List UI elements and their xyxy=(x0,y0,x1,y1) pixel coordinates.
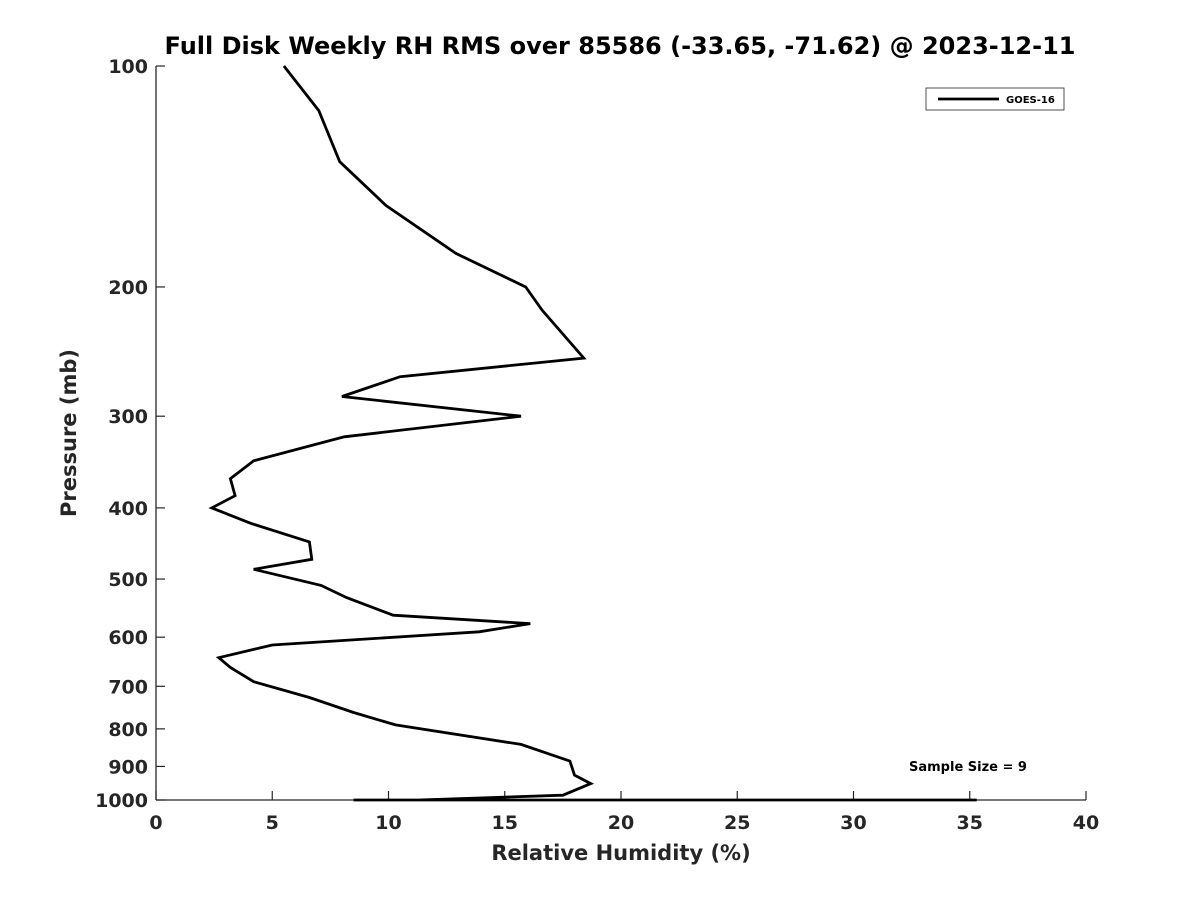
x-tick-label: 20 xyxy=(608,812,634,834)
legend: GOES-16 xyxy=(925,87,1065,111)
x-tick-label: 15 xyxy=(492,812,518,834)
x-axis-label: Relative Humidity (%) xyxy=(491,841,750,865)
series-line-goes16 xyxy=(208,65,977,802)
x-tick-label: 0 xyxy=(149,812,162,834)
y-tick-label: 700 xyxy=(108,676,148,698)
y-tick-label: 300 xyxy=(108,406,148,428)
x-tick-label: 40 xyxy=(1073,812,1099,834)
x-tick-label: 5 xyxy=(266,812,279,834)
y-tick-label: 800 xyxy=(108,719,148,741)
x-tick-label: 30 xyxy=(840,812,866,834)
x-tick-label: 25 xyxy=(724,812,750,834)
y-tick-label: 900 xyxy=(108,756,148,778)
y-ticks: 100 200 300 400 500 600 700 800 900 1000 xyxy=(95,56,165,812)
y-tick-label: 200 xyxy=(108,277,148,299)
chart-title: Full Disk Weekly RH RMS over 85586 (-33.… xyxy=(165,32,1076,60)
y-tick-label: 500 xyxy=(108,569,148,591)
y-axis-label: Pressure (mb) xyxy=(57,349,81,517)
y-tick-label: 400 xyxy=(108,498,148,520)
y-tick-label: 1000 xyxy=(95,790,148,812)
x-tick-label: 10 xyxy=(375,812,401,834)
sample-size-annotation: Sample Size = 9 xyxy=(909,760,1027,775)
x-ticks: 0 5 10 15 20 25 30 35 40 xyxy=(149,791,1099,834)
y-tick-label: 600 xyxy=(108,627,148,649)
y-tick-label: 100 xyxy=(108,56,148,78)
x-tick-label: 35 xyxy=(957,812,983,834)
legend-label: GOES-16 xyxy=(1006,95,1055,106)
